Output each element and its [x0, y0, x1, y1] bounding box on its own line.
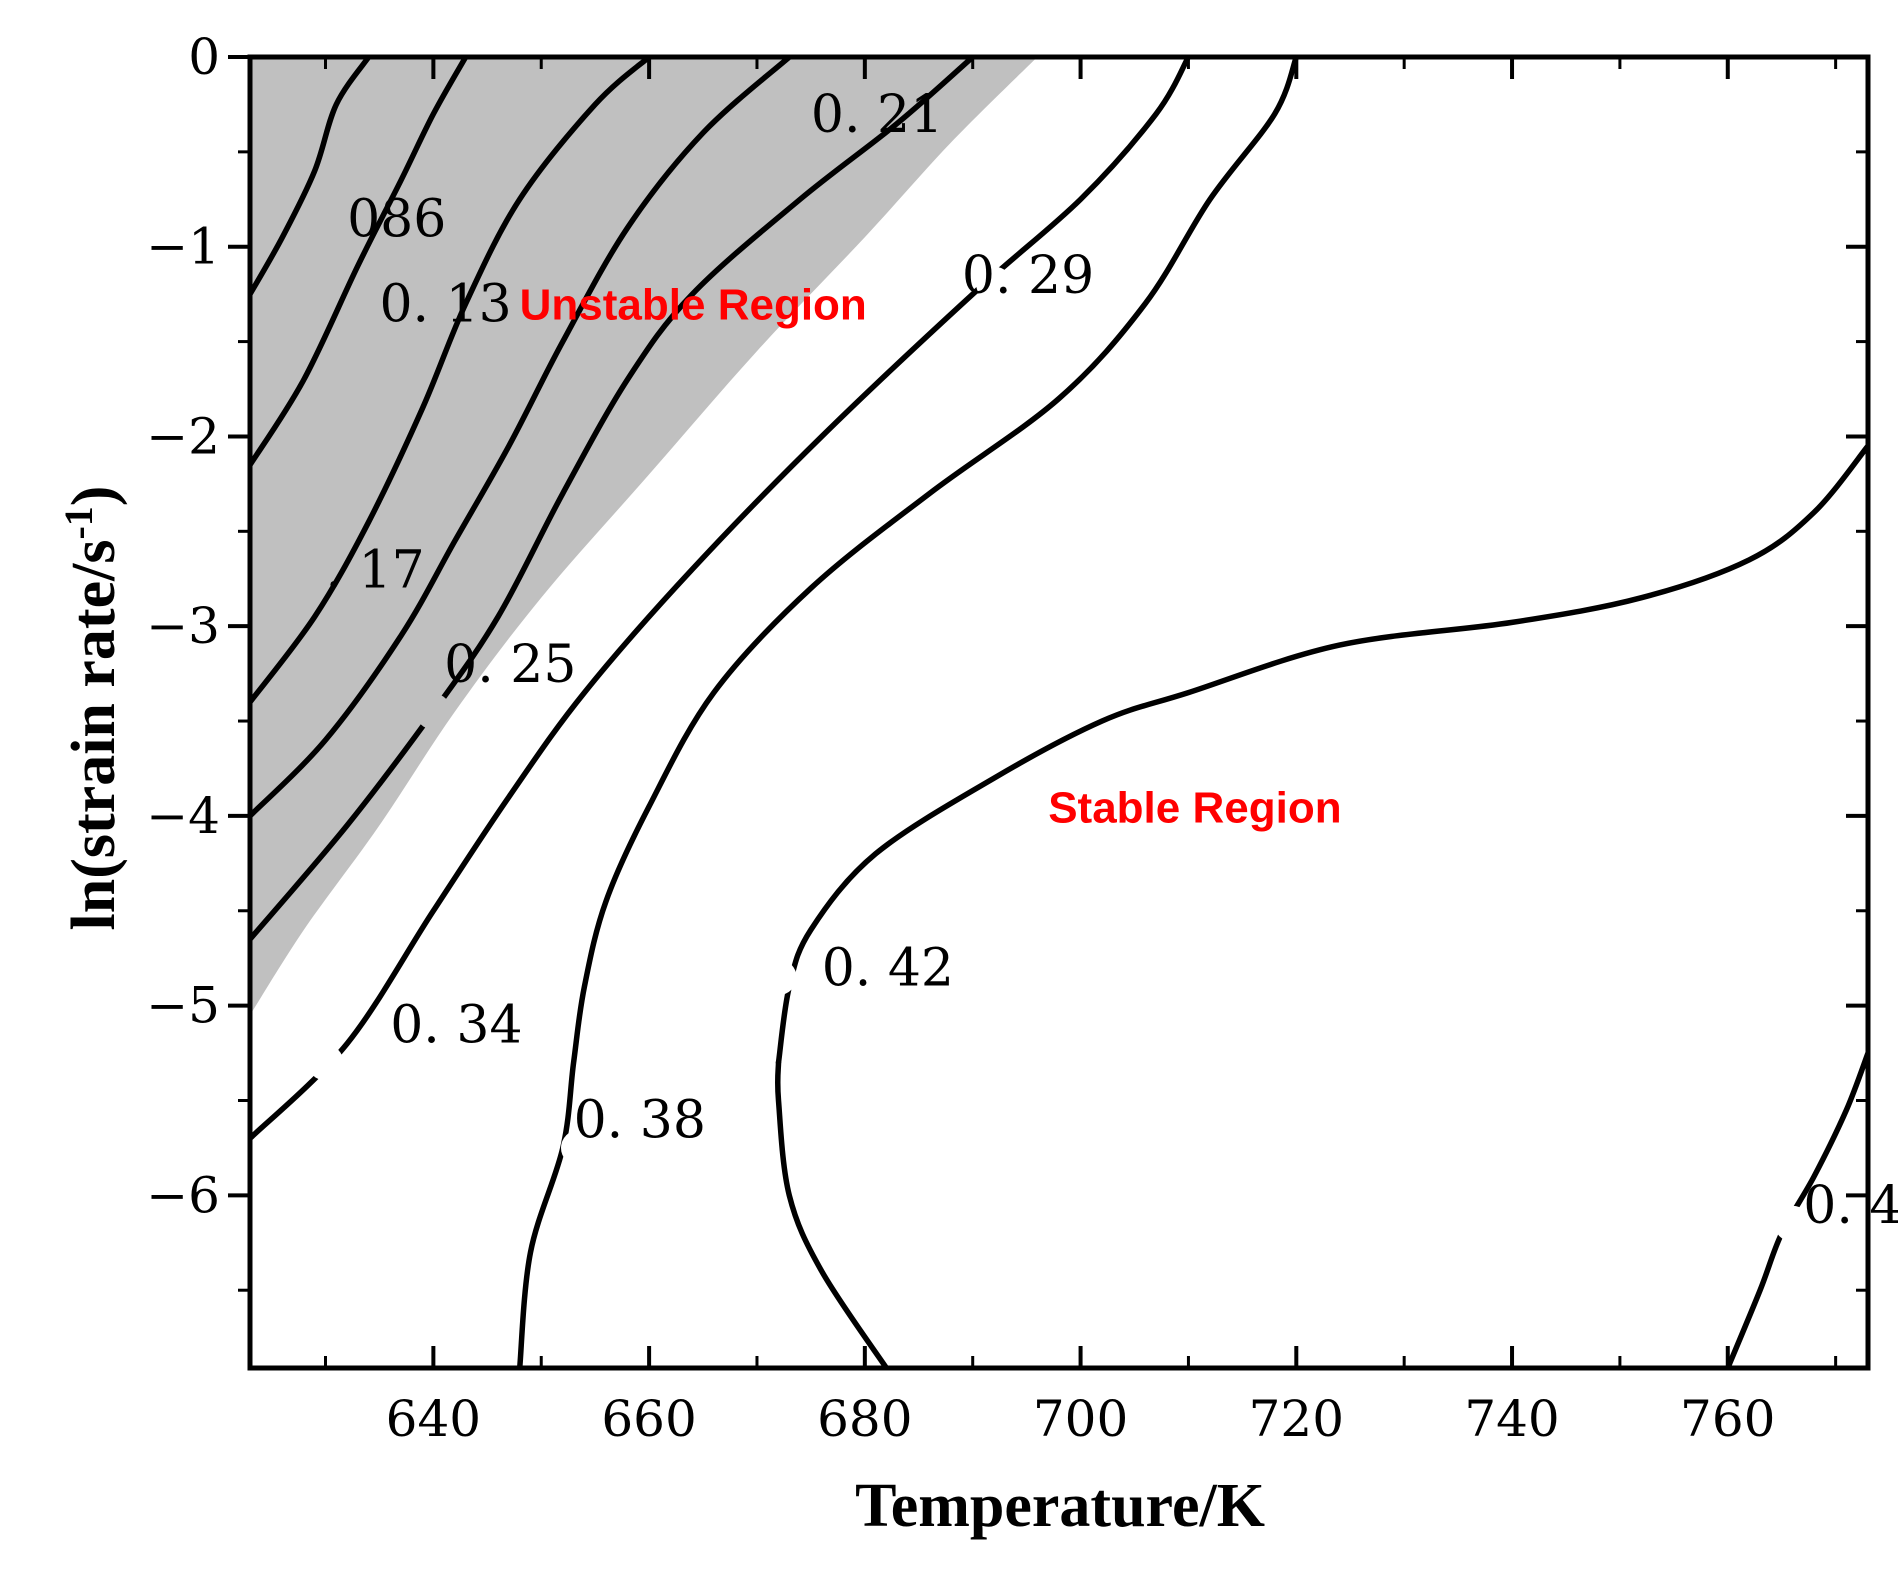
contour-label: 0. 42 — [1803, 1176, 1898, 1236]
x-tick-label: 680 — [817, 1390, 912, 1448]
y-axis-title-close: ) — [60, 486, 128, 507]
contour-line-0_38-7 — [775, 443, 1868, 1066]
contour-label: 0. 34 — [390, 996, 522, 1056]
plot-frame — [247, 54, 1871, 1371]
x-tick-label: 700 — [1033, 1390, 1128, 1448]
unstable-region-fill — [250, 57, 1038, 1016]
x-axis-title: Temperature/K — [855, 1472, 1265, 1540]
contour-line-0_13-1 — [250, 57, 469, 468]
y-axis-title-main: ln(strain rate/s — [60, 540, 128, 931]
contour-line-0_42-8 — [774, 1059, 890, 1368]
contour-lines — [250, 57, 1868, 1368]
y-tick-label: −1 — [146, 218, 220, 276]
contour-line-0_21-3 — [250, 57, 793, 819]
contour-line-0_25-4 — [250, 57, 976, 942]
x-tick-label: 640 — [386, 1390, 481, 1448]
y-tick-label: 0 — [188, 28, 220, 86]
x-tick-label: 760 — [1680, 1390, 1775, 1448]
contour-label: 0. 21 — [811, 85, 943, 145]
contour-label: 0. 29 — [962, 246, 1094, 306]
y-axis-title: ln(strain rate/s-1) — [56, 486, 128, 931]
contour-label: 0. 25 — [444, 635, 576, 695]
y-tick-label: −6 — [146, 1166, 220, 1224]
stable-region-label: Stable Region — [1048, 783, 1341, 832]
contour-label: 0. 38 — [574, 1090, 706, 1150]
contour-labels: 086 0. 13 . 17 0. 21 0. 25 0. 29 0. 34 0. 38 0. … — [326, 85, 1898, 1236]
x-tick-label: 740 — [1464, 1390, 1559, 1448]
contour-line-0_29-5 — [250, 57, 1192, 1142]
tick-labels: 640 660 680 700 720 740 760 0 −1 −2 −3 −4 −5 −6 — [146, 28, 1775, 1448]
contour-line-0_086-0 — [250, 57, 372, 297]
y-tick-label: −3 — [146, 597, 220, 655]
y-tick-label: −5 — [146, 977, 220, 1035]
contour-label: . 17 — [326, 540, 425, 600]
x-tick-label: 660 — [601, 1390, 696, 1448]
unstable-region-label: Unstable Region — [520, 281, 867, 330]
contour-line-0_42-9 — [1725, 1050, 1868, 1368]
y-tick-label: −2 — [146, 407, 220, 465]
contour-label: 086 — [347, 189, 446, 249]
contour-label: 0. 42 — [822, 939, 954, 999]
plot-border — [247, 54, 1871, 1371]
x-tick-label: 720 — [1249, 1390, 1344, 1448]
contour-line-0_17-2 — [250, 57, 652, 705]
y-tick-label: −4 — [146, 787, 220, 845]
contour-label: 0. 13 — [379, 275, 511, 335]
axis-ticks — [228, 55, 1868, 1368]
y-axis-title-superscript: -1 — [56, 506, 101, 539]
unstable-region-shape — [250, 57, 1038, 1016]
contour-line-0_34-6 — [516, 57, 1300, 1368]
